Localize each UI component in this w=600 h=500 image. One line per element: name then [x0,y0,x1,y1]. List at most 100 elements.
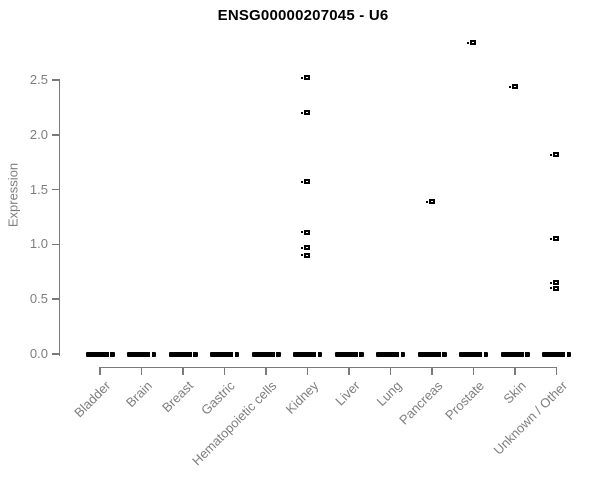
x-tick [348,367,350,375]
zero-cluster-bar [459,351,488,357]
x-tick [472,367,475,375]
chart-title: ENSG00000207045 - U6 [217,7,389,24]
point-square [470,40,476,46]
zero-cluster-notch [191,351,193,357]
x-tick [389,367,392,375]
data-point-marker [301,75,310,81]
point-dash [301,231,303,234]
y-tick [52,134,60,136]
x-tick [223,367,226,375]
x-tick-label: Prostate [442,378,488,423]
point-square [553,280,559,286]
point-dash [467,41,469,44]
x-tick-label: Kidney [282,378,322,417]
y-tick [52,298,60,300]
x-tick-label: Pancreas [396,378,446,428]
zero-cluster-notch [108,351,110,357]
x-tick [99,367,101,375]
zero-cluster-notch [150,351,152,357]
data-point-marker [550,236,559,242]
y-tick [52,243,60,246]
x-tick-label: Brain [123,378,156,411]
point-dash [550,287,552,290]
zero-cluster-bar [251,351,281,357]
zero-cluster-notch [399,351,401,357]
y-tick [52,79,60,81]
point-dash [301,246,303,249]
y-tick-label: 2.0 [29,126,48,142]
point-dash [550,153,552,156]
zero-cluster-notch [316,351,318,357]
point-square [553,236,559,242]
point-square [553,285,559,291]
zero-cluster-bar [334,351,364,357]
point-square [304,245,310,251]
data-point-marker [301,245,310,251]
point-dash [301,76,303,79]
y-axis-line [58,79,60,356]
y-tick-label: 1.0 [29,236,48,252]
point-dash [301,254,303,257]
point-square [304,229,310,235]
x-tick [514,367,516,375]
point-square [304,179,310,185]
zero-cluster-notch [482,351,484,357]
data-point-marker [550,152,559,158]
point-square [304,110,310,116]
zero-cluster-bar [417,351,447,357]
zero-cluster-bar [168,351,198,357]
x-tick [182,367,184,375]
y-tick [52,188,60,191]
zero-cluster-bar [376,351,405,357]
y-tick [52,353,60,355]
x-tick [555,367,558,375]
y-tick-label: 2.5 [29,72,48,87]
data-point-marker [301,252,310,258]
x-axis-line [99,366,558,369]
data-point-marker [301,110,310,116]
x-tick-label: Liver [332,378,363,409]
data-point-marker [425,199,435,205]
point-square [304,75,310,81]
zero-cluster-bar [542,351,571,357]
point-square [511,84,518,90]
x-tick-label: Breast [159,378,197,416]
zero-cluster-notch [565,351,567,357]
zero-cluster-notch [274,351,276,357]
zero-cluster-notch [357,351,359,357]
zero-cluster-bar [127,351,156,357]
x-tick [140,367,143,375]
data-point-marker [508,84,518,90]
data-point-marker [301,229,310,235]
zero-cluster-notch [523,351,525,357]
x-tick [306,367,309,375]
x-tick [265,367,267,375]
data-point-marker [550,280,559,286]
zero-cluster-bar [210,351,239,357]
point-dash [550,237,552,240]
x-tick-label: Skin [500,378,529,407]
data-point-marker [550,285,559,291]
zero-cluster-bar [85,351,115,357]
data-point-marker [467,40,476,46]
zero-cluster-notch [440,351,442,357]
x-tick [431,367,433,375]
y-tick-label: 0.0 [29,346,48,361]
point-square [428,199,435,205]
point-square [553,152,559,158]
data-point-marker [301,179,310,185]
y-tick-label: 0.5 [29,291,48,307]
zero-cluster-notch [233,351,235,357]
point-square [304,252,310,258]
x-tick-label: Bladder [71,378,114,421]
point-dash [425,200,428,203]
x-tick-label: Gastric [198,378,239,418]
zero-cluster-bar [293,351,322,357]
point-dash [301,180,303,183]
y-tick-label: 1.5 [29,181,48,197]
zero-cluster-bar [500,351,530,357]
x-tick-label: Lung [373,378,405,410]
point-dash [301,111,303,114]
point-dash [550,281,552,284]
